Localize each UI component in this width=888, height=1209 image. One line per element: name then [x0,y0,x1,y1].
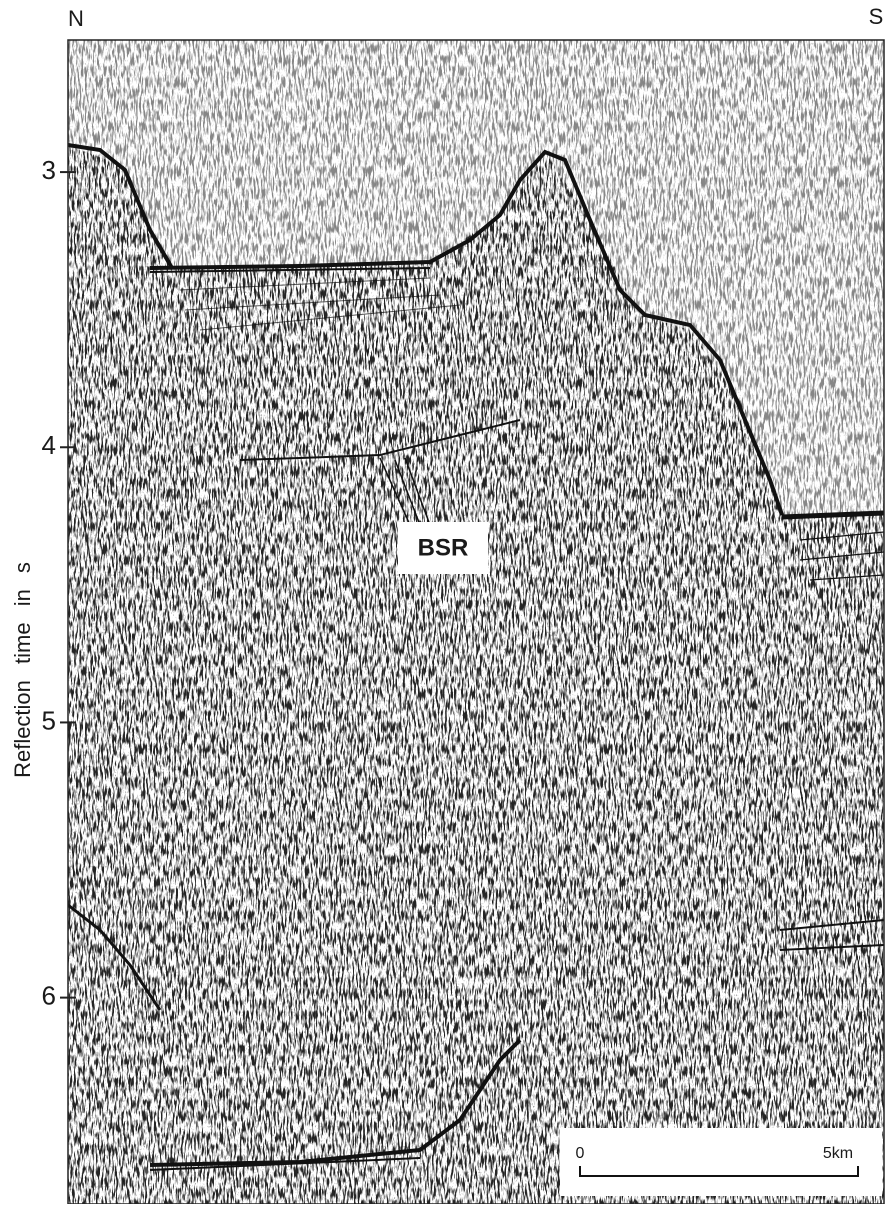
scale-end: 5km [823,1145,853,1162]
south-label: S [869,4,884,29]
y-tick-label: 6 [42,980,56,1010]
scale-bar: 0 5km [560,1128,882,1196]
y-tick-label: 4 [42,430,56,460]
y-tick-label: 3 [42,155,56,185]
seismic-figure: BSR 0 5km N S Reflection time in s 3 4 5 6 [0,0,888,1204]
bsr-label: BSR [418,534,469,561]
page: BSR 0 5km N S Reflection time in s 3456 … [0,0,888,1204]
y-tick-label: 5 [42,705,56,735]
north-label: N [68,6,84,31]
scale-start: 0 [576,1145,585,1162]
y-axis-label: Reflection time in s [10,562,35,778]
seismic-section: BSR 0 5km [68,40,884,1204]
